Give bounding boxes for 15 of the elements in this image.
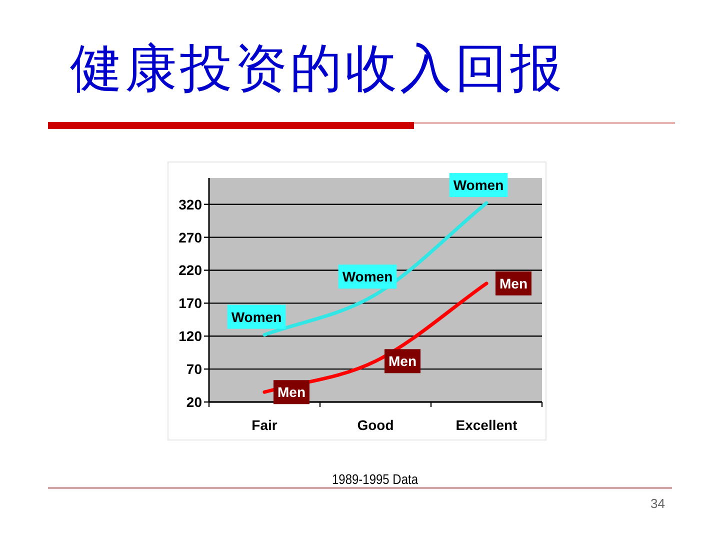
x-tick-label: Excellent [456, 417, 518, 433]
y-tick-label: 220 [178, 262, 202, 278]
text: 1989-1995 Data [332, 471, 432, 487]
x-tick-label: Good [357, 417, 394, 433]
text: 34 [650, 496, 665, 511]
y-tick-label: 20 [186, 394, 202, 410]
y-tick-label: 270 [178, 229, 202, 246]
y-tick-label: 320 [178, 196, 202, 212]
y-tick-label: 70 [186, 361, 202, 378]
y-tick-label: 170 [178, 295, 202, 312]
series-label: Men [388, 353, 416, 370]
x-tick-label: Fair [252, 417, 278, 433]
title: 健康投资的收入回报 [70, 41, 562, 98]
y-tick-label: 120 [178, 328, 202, 344]
series-label: Women [342, 268, 393, 285]
